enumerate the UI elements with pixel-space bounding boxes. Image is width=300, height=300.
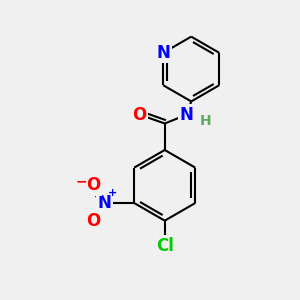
Text: O: O — [86, 176, 100, 194]
Text: N: N — [98, 194, 112, 212]
Text: −: − — [76, 174, 88, 188]
Text: O: O — [133, 106, 147, 124]
Text: N: N — [156, 44, 170, 62]
Text: O: O — [86, 212, 100, 230]
Text: N: N — [180, 106, 194, 124]
Text: Cl: Cl — [156, 237, 174, 255]
Text: H: H — [200, 114, 212, 128]
Text: +: + — [107, 188, 117, 198]
